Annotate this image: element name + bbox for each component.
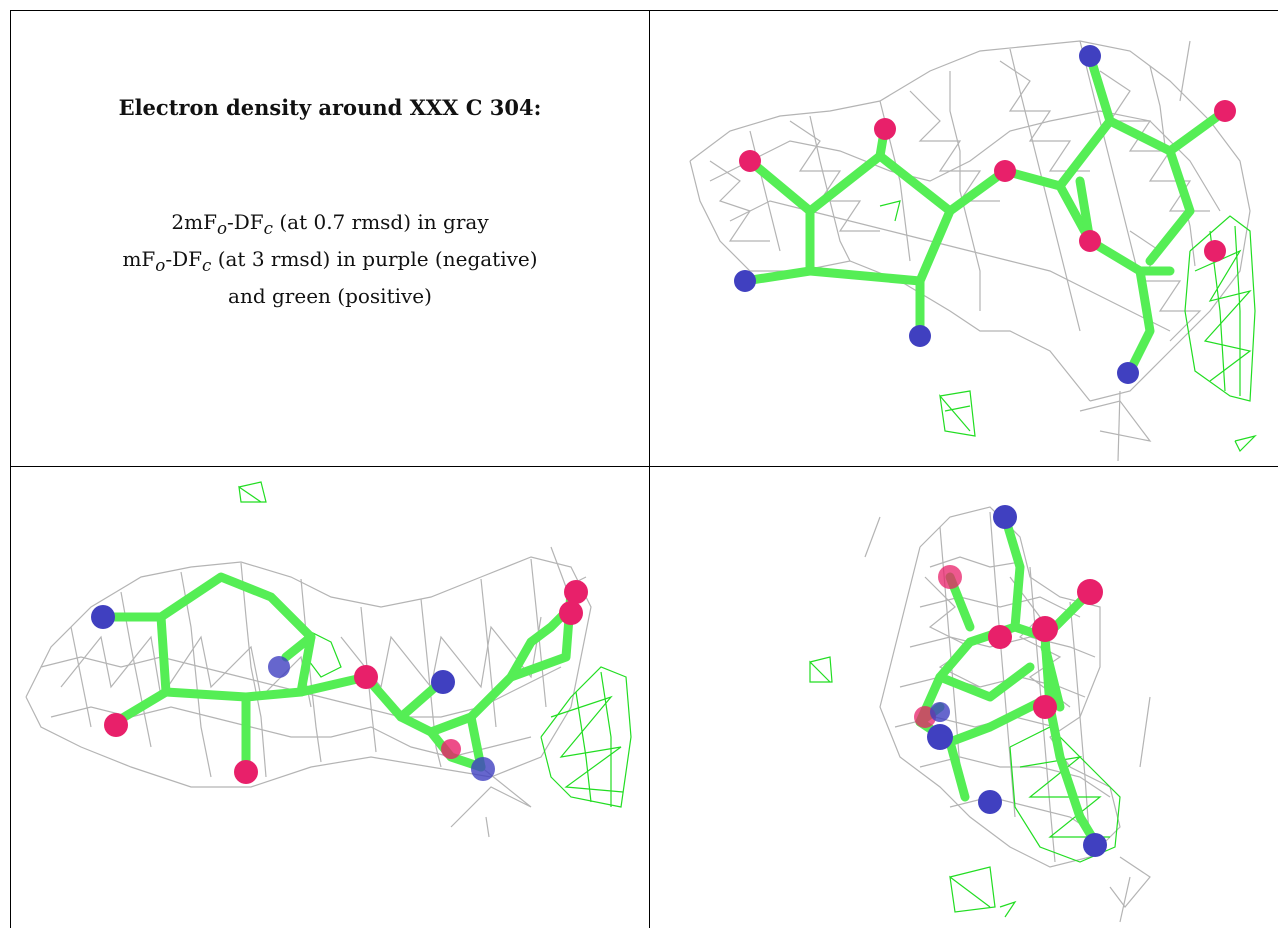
density-render-1: [689, 40, 1257, 462]
legend-line-colors: and green (positive): [228, 284, 432, 308]
legend-fofc-sub-o: o: [155, 256, 166, 275]
legend-fofc-part-a: mF: [122, 247, 156, 271]
legend-2fofc-sub-o: o: [216, 219, 227, 238]
ligand-sticks: [740, 51, 1230, 376]
legend-fofc-part-c: (at 3 rmsd) in purple (negative): [211, 247, 538, 271]
density-view-bottom-right: [650, 467, 1278, 928]
oxygen-atoms: [104, 580, 588, 784]
caption-cell: Electron density around XXX C 304: 2mFo-…: [11, 11, 649, 466]
density-view-bottom-left: [11, 467, 649, 928]
legend-2fofc-sub-c: c: [263, 219, 273, 238]
grid-border-middle: [10, 466, 1278, 467]
nitrogen-atoms: [927, 505, 1107, 857]
grid-border-center: [649, 10, 650, 928]
density-render-3: [809, 505, 1151, 923]
mesh-positive: [879, 200, 1257, 453]
mesh-positive: [238, 481, 632, 808]
grid-border-left: [10, 10, 11, 928]
legend-line-2fofc: 2mFo-DFc (at 0.7 rmsd) in gray: [11, 207, 649, 244]
caption: Electron density around XXX C 304: 2mFo-…: [11, 11, 649, 466]
mesh-positive: [809, 656, 1121, 918]
legend-2fofc-part-a: 2mF: [171, 210, 217, 234]
oxygen-atoms: [914, 565, 1103, 728]
grid-border-top: [10, 10, 1278, 11]
nitrogen-atoms: [91, 605, 495, 781]
caption-title: Electron density around XXX C 304:: [118, 95, 542, 120]
nitrogen-atoms: [734, 45, 1139, 384]
density-render-2: [25, 481, 632, 838]
mesh-2fofc: [689, 40, 1251, 462]
caption-legend: 2mFo-DFc (at 0.7 rmsd) in gray mFo-DFc (…: [11, 207, 649, 311]
legend-2fofc-part-b: -DF: [226, 210, 264, 234]
legend-2fofc-part-c: (at 0.7 rmsd) in gray: [273, 210, 489, 234]
legend-fofc-part-b: -DF: [165, 247, 202, 271]
density-view-top-right: [650, 11, 1278, 466]
oxygen-atoms: [739, 100, 1236, 262]
legend-line-fofc: mFo-DFc (at 3 rmsd) in purple (negative): [11, 244, 649, 281]
legend-fofc-sub-c: c: [202, 256, 212, 275]
figure-grid: Electron density around XXX C 304: 2mFo-…: [10, 10, 1278, 928]
